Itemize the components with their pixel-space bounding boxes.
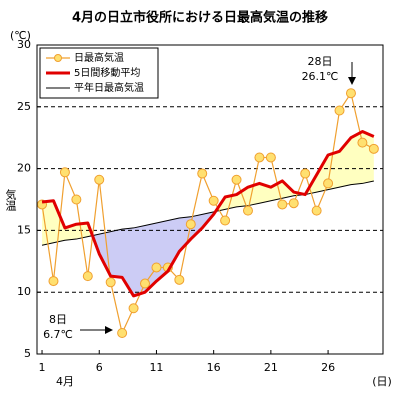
- x-tick-label: 6: [96, 361, 103, 374]
- point: [151, 262, 162, 273]
- point: [185, 219, 196, 230]
- point: [174, 274, 185, 285]
- y-tick-label: 10: [17, 285, 31, 298]
- point: [323, 178, 334, 189]
- point: [59, 167, 70, 178]
- point: [48, 276, 59, 287]
- y-tick-label: 15: [17, 223, 31, 236]
- point: [277, 199, 288, 210]
- month-label: 4月: [56, 375, 74, 388]
- point: [345, 88, 356, 99]
- x-tick-label: 26: [321, 361, 335, 374]
- point: [117, 327, 128, 338]
- y-unit: (℃): [10, 29, 31, 42]
- y-tick-label: 20: [17, 162, 31, 175]
- legend-marker: [54, 54, 62, 62]
- point: [128, 303, 139, 314]
- point: [208, 195, 219, 206]
- x-tick-label: 11: [149, 361, 163, 374]
- point: [82, 271, 93, 282]
- point: [197, 168, 208, 179]
- point: [265, 152, 276, 163]
- point: [334, 105, 345, 116]
- chart-title: 4月の日立市役所における日最高気温の推移: [72, 10, 328, 26]
- point: [140, 278, 151, 289]
- point: [288, 198, 299, 209]
- point: [311, 205, 322, 216]
- plot-frame: [36, 44, 384, 355]
- annotation: 28日: [308, 55, 333, 68]
- x-tick-label: 1: [39, 361, 46, 374]
- annotation: 26.1℃: [302, 70, 339, 83]
- annotation: 8日: [49, 313, 67, 326]
- series-line: [41, 130, 375, 298]
- legend-label: 平年日最高気温: [74, 81, 144, 94]
- point: [300, 168, 311, 179]
- fill-below-normal: [42, 180, 374, 296]
- x-unit: (日): [372, 375, 392, 388]
- y-tick-label: 25: [17, 100, 31, 113]
- series-line: [41, 180, 374, 246]
- point: [368, 143, 379, 154]
- point: [254, 152, 265, 163]
- point: [71, 194, 82, 205]
- y-tick-label: 5: [24, 347, 31, 360]
- y-tick-label: 30: [17, 38, 31, 51]
- legend-label: 日最高気温: [74, 51, 124, 64]
- point: [105, 277, 116, 288]
- x-tick-label: 21: [264, 361, 278, 374]
- legend-label: 5日間移動平均: [74, 66, 140, 79]
- y-axis-label: 気温: [4, 188, 17, 211]
- point: [220, 215, 231, 226]
- point: [231, 174, 242, 185]
- point: [94, 174, 105, 185]
- x-tick-label: 16: [207, 361, 221, 374]
- annotation: 6.7℃: [43, 328, 73, 341]
- point: [242, 205, 253, 216]
- point: [357, 137, 368, 148]
